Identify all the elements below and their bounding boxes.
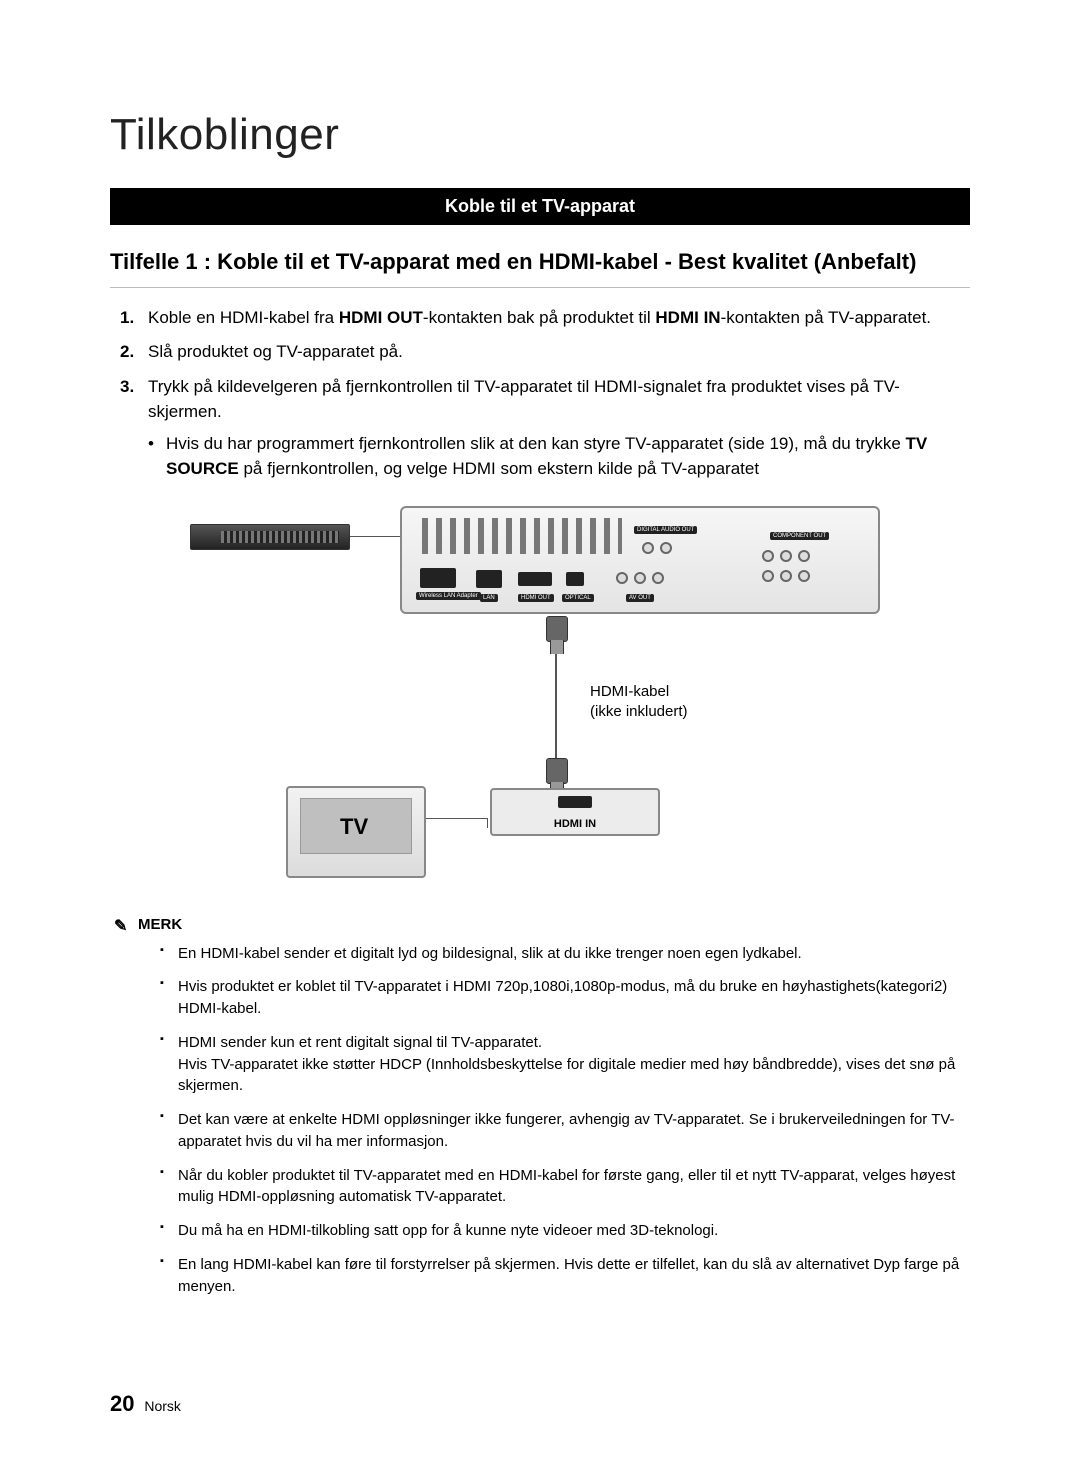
step-3-bullet: Hvis du har programmert fjernkontrollen … (148, 432, 970, 481)
tv-lead-line (426, 818, 488, 828)
step-3-num: 3. (120, 375, 134, 400)
section-banner: Koble til et TV-apparat (110, 188, 970, 225)
daudio-jack-2 (660, 542, 672, 554)
wlan-port (420, 568, 456, 588)
lead-line-front (350, 536, 400, 537)
cable-label-l2: (ikke inkludert) (590, 703, 688, 720)
page-footer: 20 Norsk (110, 1391, 181, 1417)
step-3-text: Trykk på kildevelgeren på fjernkontrolle… (148, 377, 900, 421)
hdmi-in-slot (558, 796, 592, 808)
page-title: Tilkoblinger (110, 110, 970, 160)
device-front-view (190, 524, 350, 550)
merk-note-3: Det kan være at enkelte HDMI oppløsninge… (162, 1109, 970, 1153)
tv-label: TV (340, 814, 368, 840)
step-3-bullet-post: på fjernkontrollen, og velge HDMI som ek… (239, 459, 759, 478)
step-2: 2. Slå produktet og TV-apparatet på. (120, 340, 970, 365)
step-2-text: Slå produktet og TV-apparatet på. (148, 342, 403, 361)
hdmi-in-label: HDMI IN (492, 818, 658, 830)
step-1-post: -kontakten på TV-apparatet. (721, 308, 931, 327)
steps-list: 1. Koble en HDMI-kabel fra HDMI OUT-kont… (120, 306, 970, 482)
step-1-mid: -kontakten bak på produktet til (423, 308, 655, 327)
avout-label: AV OUT (626, 594, 654, 602)
comp-jack-5 (780, 570, 792, 582)
wlan-label: Wireless LAN Adapter (416, 592, 481, 600)
merk-note-4: Når du kobler produktet til TV-apparatet… (162, 1165, 970, 1209)
merk-note-0: En HDMI-kabel sender et digitalt lyd og … (162, 943, 970, 965)
component-label: COMPONENT OUT (770, 532, 829, 540)
lan-port (476, 570, 502, 588)
lan-label: LAN (480, 594, 498, 602)
note-icon: ✎ (114, 916, 127, 936)
daudio-jack-1 (642, 542, 654, 554)
step-3: 3. Trykk på kildevelgeren på fjernkontro… (120, 375, 970, 482)
step-2-num: 2. (120, 340, 134, 365)
comp-jack-4 (762, 570, 774, 582)
digital-audio-label: DIGITAL AUDIO OUT (634, 526, 697, 534)
hdmi-plug-top (542, 616, 570, 656)
case-heading: Tilfelle 1 : Koble til et TV-apparat med… (110, 247, 970, 288)
comp-jack-1 (762, 550, 774, 562)
step-1-num: 1. (120, 306, 134, 331)
step-3-bullet-pre: Hvis du har programmert fjernkontrollen … (166, 434, 906, 453)
connection-diagram: Wireless LAN Adapter LAN HDMI OUT OPTICA… (190, 506, 890, 886)
step-1-b2: HDMI IN (655, 308, 720, 327)
cable-label: HDMI-kabel (ikke inkludert) (590, 682, 688, 723)
back-panel-vents (422, 518, 622, 554)
hdmi-in-panel: HDMI IN (490, 788, 660, 836)
optical-label: OPTICAL (562, 594, 594, 602)
device-back-panel: Wireless LAN Adapter LAN HDMI OUT OPTICA… (400, 506, 880, 614)
step-1-b1: HDMI OUT (339, 308, 423, 327)
merk-header-text: MERK (138, 916, 182, 933)
merk-note-5: Du må ha en HDMI-tilkobling satt opp for… (162, 1220, 970, 1242)
hdmi-cable (555, 654, 557, 760)
merk-header: ✎ MERK (138, 916, 970, 933)
av-jack-3 (652, 572, 664, 584)
step-1-pre: Koble en HDMI-kabel fra (148, 308, 339, 327)
comp-jack-2 (780, 550, 792, 562)
merk-note-1: Hvis produktet er koblet til TV-apparate… (162, 976, 970, 1020)
page-number: 20 (110, 1391, 134, 1416)
merk-notes: En HDMI-kabel sender et digitalt lyd og … (162, 943, 970, 1298)
step-1: 1. Koble en HDMI-kabel fra HDMI OUT-kont… (120, 306, 970, 331)
comp-jack-3 (798, 550, 810, 562)
hdmi-out-port (518, 572, 552, 586)
optical-port (566, 572, 584, 586)
hdmi-out-label: HDMI OUT (518, 594, 554, 602)
comp-jack-6 (798, 570, 810, 582)
merk-note-2: HDMI sender kun et rent digitalt signal … (162, 1032, 970, 1097)
cable-label-l1: HDMI-kabel (590, 683, 669, 700)
av-jack-2 (634, 572, 646, 584)
page-language: Norsk (144, 1398, 181, 1414)
av-jack-1 (616, 572, 628, 584)
merk-note-6: En lang HDMI-kabel kan føre til forstyrr… (162, 1254, 970, 1298)
